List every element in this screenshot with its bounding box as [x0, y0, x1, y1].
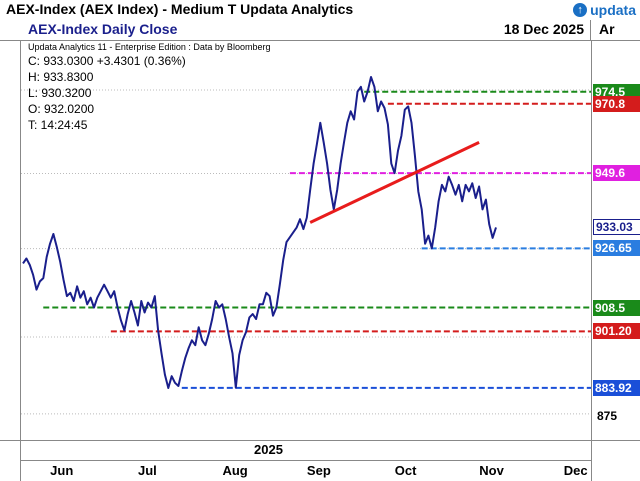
open-value: O: 932.0200: [28, 102, 95, 116]
level-label-7: 883.92: [593, 379, 640, 396]
price-axis[interactable]: 974.5 970.8 949.6 933.03 926.65 908.5 901.20 88…: [591, 41, 640, 440]
month-label-oct: Oct: [394, 463, 417, 478]
right-axis-header-label: Ar: [599, 21, 615, 37]
close-value: C: 933.0300 +3.4301 (0.36%): [28, 54, 186, 68]
info-panel: Updata Analytics 11 - Enterprise Edition…: [28, 42, 270, 133]
right-axis-header: Ar: [591, 20, 640, 41]
plot-area[interactable]: [20, 41, 592, 440]
updata-logo-text: updata: [590, 2, 636, 18]
time-value: T: 14:24:45: [28, 118, 88, 132]
month-label-jul: Jul: [138, 463, 157, 478]
axis-corner: [592, 441, 640, 481]
level-label-2: 949.6: [593, 165, 640, 182]
level-label-6: 901.20: [593, 323, 640, 340]
low-value: L: 930.3200: [28, 86, 92, 100]
time-axis[interactable]: 2025 Jun Jul Aug Sep Oct Nov Dec: [0, 440, 640, 481]
left-margin: [0, 41, 20, 440]
window-title: AEX-Index (AEX Index) - Medium T Updata …: [6, 1, 354, 17]
updata-logo: ↑ updata: [573, 1, 636, 19]
level-label-0: 974.5: [593, 83, 640, 100]
level-label-1: 970.8: [593, 95, 640, 112]
chart-svg[interactable]: [21, 41, 591, 440]
y-tick-875: 875: [597, 409, 618, 424]
year-row: 2025: [20, 441, 592, 461]
updata-logo-icon: ↑: [573, 3, 588, 17]
trend-line: [309, 141, 480, 224]
chart-title: AEX-Index Daily Close: [28, 21, 178, 37]
month-label-aug: Aug: [222, 463, 248, 478]
month-label-sep: Sep: [306, 463, 331, 478]
high-value: H: 933.8300: [28, 70, 94, 84]
data-source: Updata Analytics 11 - Enterprise Edition…: [28, 42, 271, 52]
level-label-3: 933.03: [593, 219, 640, 236]
chart-header: AEX-Index Daily Close 18 Dec 2025: [0, 20, 591, 41]
level-label-4: 926.65: [593, 240, 640, 257]
chart-date: 18 Dec 2025: [503, 21, 584, 37]
month-label-dec: Dec: [563, 463, 588, 478]
title-bar: AEX-Index (AEX Index) - Medium T Updata …: [0, 0, 640, 21]
month-label-nov: Nov: [479, 463, 504, 478]
year-label: 2025: [254, 442, 283, 457]
month-row: Jun Jul Aug Sep Oct Nov Dec: [20, 461, 592, 481]
price-line: [22, 76, 497, 389]
month-label-jun: Jun: [50, 463, 74, 478]
level-label-5: 908.5: [593, 299, 640, 316]
